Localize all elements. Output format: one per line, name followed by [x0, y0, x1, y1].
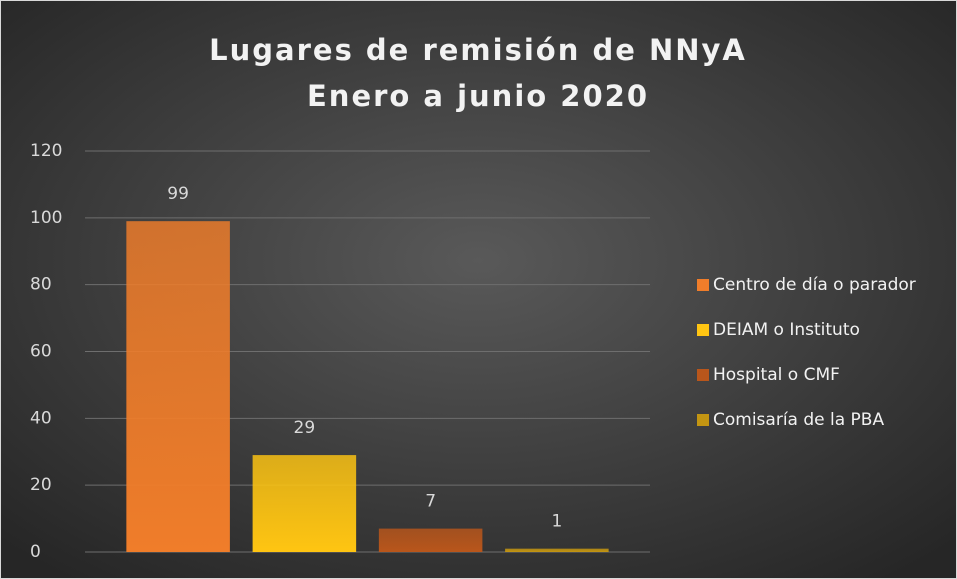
chart-subtitle: Enero a junio 2020: [307, 79, 649, 113]
bar: [126, 221, 230, 553]
legend-swatch: [697, 324, 709, 336]
bar: [252, 455, 357, 552]
legend-label: Comisaría de la PBA: [713, 410, 884, 430]
bar: [505, 548, 609, 552]
data-label: 29: [294, 418, 316, 438]
y-tick-label: 0: [30, 542, 41, 562]
y-tick-label: 40: [30, 408, 52, 428]
data-label: 99: [167, 184, 189, 204]
data-label: 7: [425, 492, 436, 512]
y-tick-label: 100: [30, 208, 62, 228]
legend-label: Centro de día o parador: [713, 275, 916, 295]
legend-label: DEIAM o Instituto: [713, 320, 860, 340]
legend-swatch: [697, 414, 709, 426]
chart-title: Lugares de remisión de NNyA: [209, 33, 747, 67]
bar: [378, 528, 483, 552]
y-tick-label: 120: [30, 141, 62, 161]
legend-swatch: [697, 279, 709, 291]
y-tick-label: 80: [30, 275, 52, 295]
y-tick-label: 20: [30, 475, 52, 495]
legend-swatch: [697, 369, 709, 381]
data-label: 1: [551, 512, 562, 532]
legend-label: Hospital o CMF: [713, 365, 840, 385]
y-tick-label: 60: [30, 342, 52, 362]
